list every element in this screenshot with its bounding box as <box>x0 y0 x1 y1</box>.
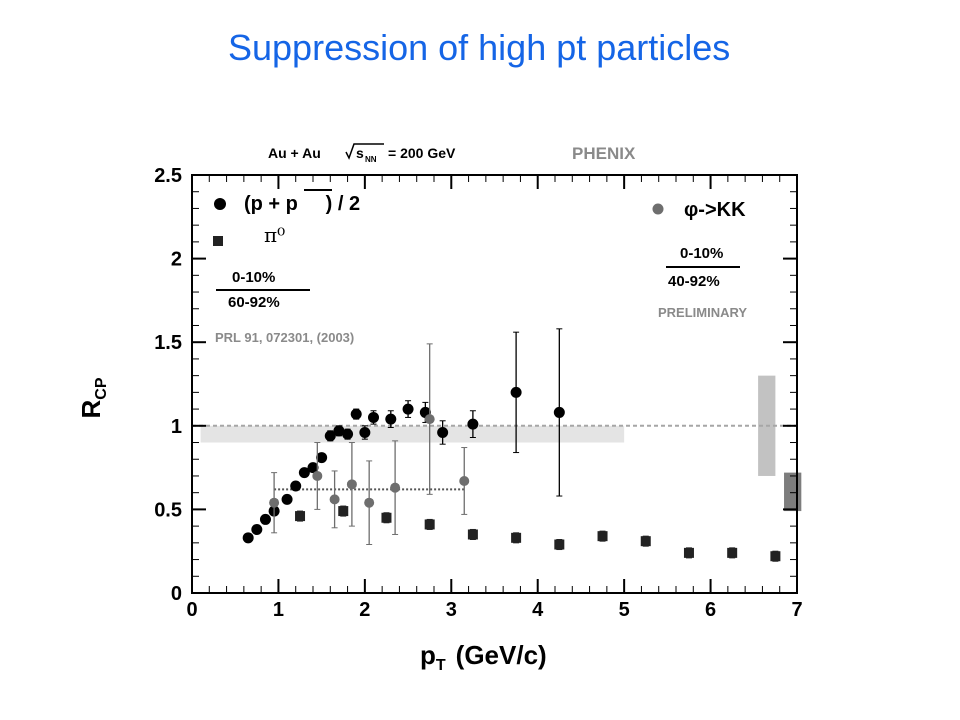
data-point-circle <box>324 430 336 442</box>
x-tick-label: 0 <box>186 599 197 621</box>
data-point-square <box>295 511 306 522</box>
data-point-circle <box>368 411 379 423</box>
y-tick-label: 0 <box>171 583 182 605</box>
uncertainty-band <box>784 472 802 512</box>
sqrt-sign <box>345 143 384 160</box>
data-point-circle <box>424 414 435 425</box>
data-point-circle <box>251 523 263 535</box>
phi-legend-label: φ->KK <box>684 199 746 221</box>
y-axis-label: RCP <box>76 377 110 418</box>
data-point-circle <box>312 470 323 481</box>
header-energy: = 200 GeV <box>388 145 456 161</box>
data-point-circle <box>402 403 414 415</box>
data-point-square <box>554 539 565 550</box>
ratio-left-bottom: 60-92% <box>228 294 280 311</box>
x-axis-label-sub: T <box>436 657 446 674</box>
preliminary-label: PRELIMINARY <box>658 305 747 320</box>
data-point-circle <box>346 479 357 490</box>
data-point-circle <box>390 482 401 493</box>
x-tick-label: 2 <box>359 599 370 621</box>
phi-legend-marker <box>652 203 664 215</box>
data-point-circle <box>333 425 345 437</box>
data-point-circle <box>350 408 362 420</box>
y-tick-label: 1.5 <box>154 332 182 354</box>
proton-legend-marker <box>214 198 226 210</box>
reference-label: PRL 91, 072301, (2003) <box>215 330 354 345</box>
data-point-circle <box>467 418 479 430</box>
y-tick-label: 1 <box>171 416 182 438</box>
pion-legend-label: π⁰ <box>264 223 285 247</box>
data-point-square <box>640 536 651 547</box>
header-experiment: PHENIX <box>572 144 636 163</box>
data-point-square <box>381 512 392 523</box>
sqrt-s-label: s <box>356 145 364 161</box>
x-axis-label: pT (GeV/c) <box>420 640 547 674</box>
data-point-circle <box>269 497 280 508</box>
x-tick-label: 7 <box>791 599 802 621</box>
x-tick-label: 5 <box>619 599 630 621</box>
data-point-circle <box>364 497 375 508</box>
y-tick-label: 0.5 <box>154 499 182 521</box>
data-point-circle <box>259 513 271 525</box>
data-point-circle <box>281 493 293 505</box>
header-system: Au + Au <box>268 145 321 161</box>
data-point-square <box>727 547 738 558</box>
data-point-circle <box>510 386 522 398</box>
data-point-square <box>683 547 694 558</box>
data-point-square <box>338 506 349 517</box>
pion-legend-marker <box>213 236 223 246</box>
x-tick-label: 1 <box>273 599 284 621</box>
ratio-left-top: 0-10% <box>232 269 275 286</box>
proton-legend-label: (p + p ) / 2 <box>244 193 360 215</box>
y-tick-label: 2.5 <box>154 165 182 187</box>
ratio-right-top: 0-10% <box>680 245 723 262</box>
data-point-circle <box>459 475 470 486</box>
y-tick-label: 2 <box>171 249 182 271</box>
x-axis-label-main: p <box>420 640 436 670</box>
data-point-square <box>597 531 608 542</box>
x-tick-label: 3 <box>446 599 457 621</box>
uncertainty-bands <box>200 375 802 512</box>
data-point-circle <box>553 406 565 418</box>
data-point-circle <box>359 426 371 438</box>
data-point-circle <box>307 462 319 474</box>
data-point-circle <box>329 494 340 505</box>
data-point-square <box>770 551 781 562</box>
data-point-square <box>467 529 478 540</box>
y-axis-label-sub: CP <box>93 377 110 400</box>
data-point-circle <box>342 428 354 440</box>
axis-ticks: 0 1 2 3 4 5 6 7 0 0.5 1 1.5 2 2.5 <box>154 165 802 621</box>
slide-title: Suppression of high pt particles <box>228 27 731 68</box>
data-point-square <box>511 532 522 543</box>
ratio-right-bottom: 40-92% <box>668 273 720 290</box>
y-axis-label-main: R <box>76 400 106 419</box>
data-point-circle <box>437 426 449 438</box>
x-tick-label: 4 <box>532 599 544 621</box>
data-point-circle <box>290 480 302 492</box>
data-point-square <box>424 519 435 530</box>
plot-frame <box>191 174 798 594</box>
data-point-circle <box>242 532 254 544</box>
data-point-circle <box>298 467 310 479</box>
sqrt-nn-label: NN <box>365 155 377 164</box>
sqrt-snn: s NN <box>345 143 384 164</box>
x-axis-label-unit: (GeV/c) <box>456 640 547 670</box>
x-tick-label: 6 <box>705 599 716 621</box>
data-point-circle <box>316 452 328 464</box>
data-point-circle <box>385 413 397 425</box>
uncertainty-band <box>200 425 625 443</box>
data-points <box>242 328 781 562</box>
